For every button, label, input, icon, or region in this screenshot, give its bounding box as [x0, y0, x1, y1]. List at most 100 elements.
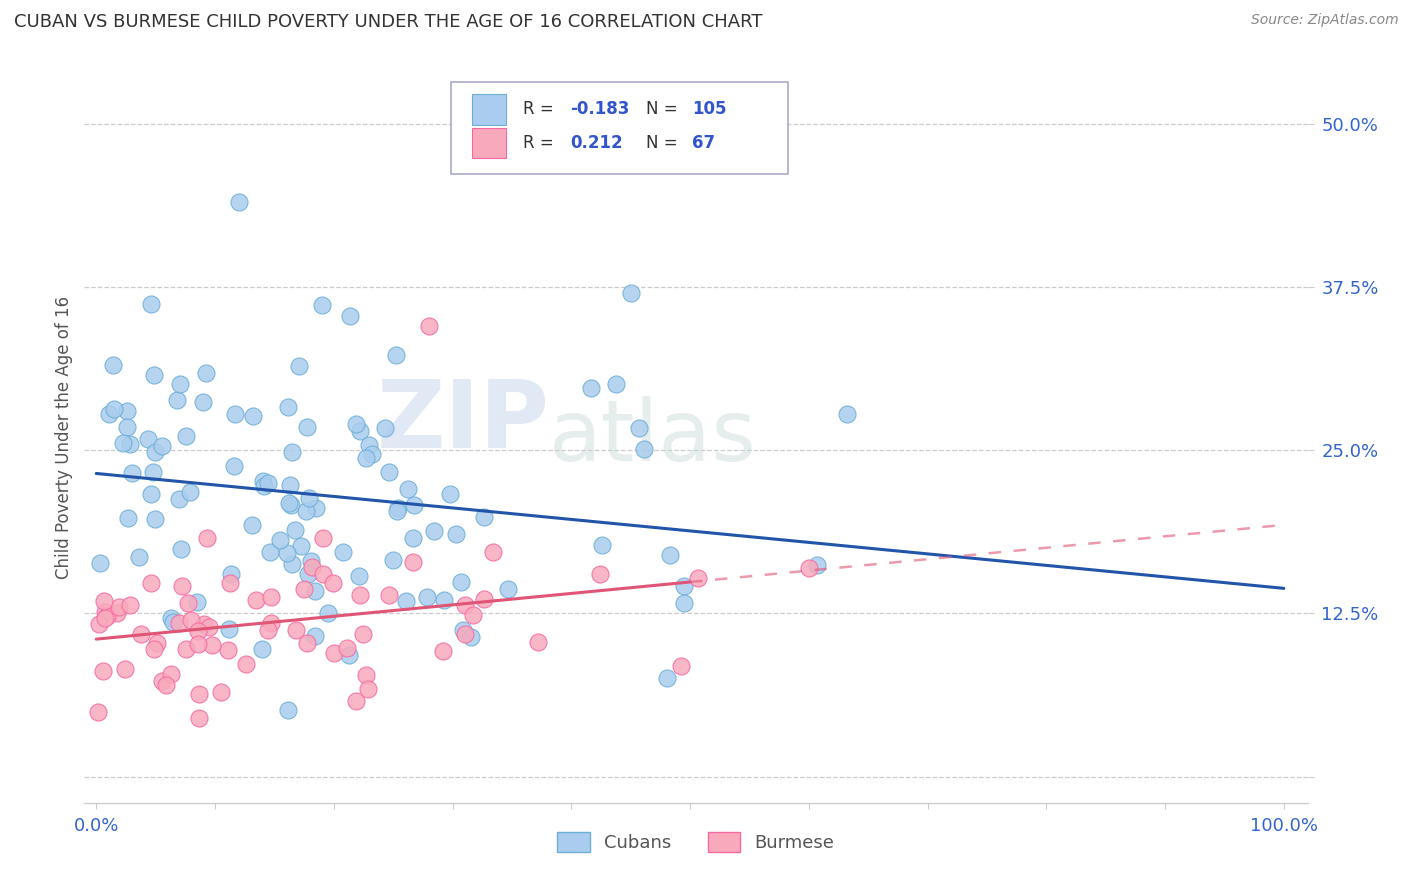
Y-axis label: Child Poverty Under the Age of 16: Child Poverty Under the Age of 16	[55, 295, 73, 579]
Point	[357, 438, 380, 452]
Point	[295, 636, 318, 650]
Point	[96, 608, 118, 623]
Point	[108, 600, 131, 615]
Point	[284, 523, 307, 537]
Point	[177, 596, 200, 610]
FancyBboxPatch shape	[472, 128, 506, 159]
Point	[105, 606, 128, 620]
Point	[197, 619, 219, 633]
Point	[94, 605, 117, 619]
Text: R =: R =	[523, 101, 560, 119]
Point	[252, 642, 274, 657]
Point	[401, 531, 423, 545]
Point	[115, 404, 138, 418]
Point	[439, 487, 461, 501]
Text: 0.212: 0.212	[569, 134, 623, 152]
Point	[347, 569, 370, 583]
Point	[671, 659, 693, 673]
Point	[98, 407, 121, 421]
Point	[240, 518, 263, 533]
Point	[463, 607, 485, 622]
Point	[339, 310, 361, 324]
Point	[174, 429, 197, 443]
Point	[672, 578, 695, 592]
Point	[260, 615, 283, 630]
Point	[295, 504, 318, 518]
Point	[299, 554, 322, 568]
Point	[186, 595, 208, 609]
Point	[312, 531, 335, 545]
Point	[187, 624, 209, 639]
Point	[195, 366, 218, 380]
Point	[94, 611, 117, 625]
Point	[114, 663, 136, 677]
Point	[305, 501, 328, 516]
Point	[454, 599, 477, 613]
Point	[432, 644, 454, 658]
Point	[620, 286, 643, 301]
Point	[605, 376, 627, 391]
Point	[433, 592, 456, 607]
Point	[374, 421, 396, 435]
Point	[301, 559, 323, 574]
Point	[201, 638, 224, 652]
Point	[418, 319, 440, 334]
Point	[169, 377, 191, 392]
Point	[89, 557, 111, 571]
Point	[103, 401, 125, 416]
Point	[176, 642, 198, 657]
Point	[252, 474, 274, 488]
Point	[378, 465, 401, 479]
Point	[138, 432, 160, 446]
Point	[260, 590, 283, 604]
Point	[591, 538, 613, 552]
Point	[150, 439, 173, 453]
Point	[245, 593, 267, 607]
Point	[253, 479, 276, 493]
Text: N =: N =	[645, 101, 683, 119]
Point	[356, 451, 378, 466]
Point	[121, 466, 143, 480]
Point	[344, 693, 367, 707]
Text: N =: N =	[645, 134, 683, 152]
Point	[323, 646, 346, 660]
FancyBboxPatch shape	[472, 94, 506, 125]
Point	[837, 408, 859, 422]
Point	[357, 681, 380, 696]
Point	[143, 641, 166, 656]
Point	[284, 623, 307, 637]
Legend: Cubans, Burmese: Cubans, Burmese	[550, 824, 842, 860]
Point	[155, 678, 177, 692]
Point	[423, 524, 446, 538]
Point	[382, 552, 405, 566]
Text: CUBAN VS BURMESE CHILD POVERTY UNDER THE AGE OF 16 CORRELATION CHART: CUBAN VS BURMESE CHILD POVERTY UNDER THE…	[14, 13, 762, 31]
Point	[93, 593, 115, 607]
Text: Source: ZipAtlas.com: Source: ZipAtlas.com	[1251, 13, 1399, 28]
Point	[278, 478, 301, 492]
Point	[349, 588, 371, 602]
Point	[142, 465, 165, 479]
Point	[472, 592, 495, 607]
Point	[166, 392, 188, 407]
Point	[385, 504, 408, 518]
Point	[93, 665, 115, 679]
Point	[281, 558, 304, 572]
Point	[349, 424, 371, 438]
Point	[167, 616, 190, 631]
Point	[219, 566, 242, 581]
Point	[280, 498, 302, 512]
Point	[292, 582, 315, 597]
Point	[139, 297, 162, 311]
Point	[276, 400, 298, 414]
Point	[344, 417, 367, 431]
Point	[257, 623, 280, 637]
Text: 105: 105	[692, 101, 727, 119]
Point	[297, 491, 319, 505]
Point	[281, 445, 304, 459]
Point	[482, 545, 505, 559]
Point	[224, 407, 246, 421]
Point	[269, 533, 291, 548]
Point	[304, 584, 326, 599]
Point	[118, 598, 141, 612]
Point	[222, 459, 245, 474]
